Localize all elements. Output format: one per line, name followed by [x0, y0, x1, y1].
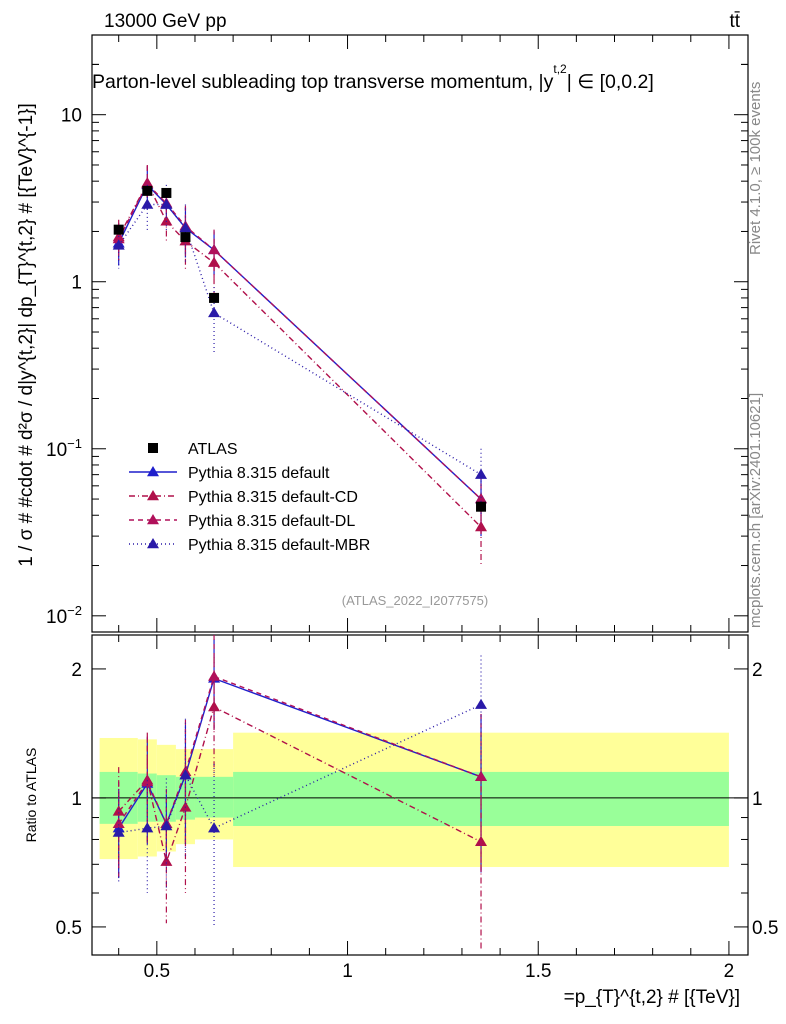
data-point-dl	[141, 177, 154, 189]
ratio-point-mbr	[160, 820, 173, 831]
main-y-tick-exponent: −1	[67, 436, 82, 451]
ratio-line-mbr	[118, 704, 482, 834]
main-y-tick-label: 10	[61, 106, 82, 127]
ratio-y-tick-label-right: 1	[752, 789, 763, 810]
x-tick-label: 1.5	[525, 961, 551, 982]
data-point-atlas	[113, 224, 124, 235]
x-tick-label: 1	[342, 961, 353, 982]
data-point-dl	[475, 493, 488, 504]
ratio-point-cd	[208, 701, 221, 712]
legend-marker-atlas	[148, 443, 158, 453]
ratio-point-mbr	[179, 769, 192, 780]
legend-marker-cd	[147, 490, 159, 501]
data-point-cd	[208, 256, 221, 267]
data-point-atlas	[142, 185, 153, 196]
analysis-label: (ATLAS_2022_I2077575)	[342, 593, 488, 608]
main-y-tick-exponent: −2	[67, 603, 82, 618]
svg-text:Parton-level subleading top tr: Parton-level subleading top transverse m…	[92, 62, 654, 93]
ratio-point-mbr	[475, 698, 488, 709]
data-point-atlas	[161, 187, 172, 198]
legend: ATLAS Pythia 8.315 default Pythia 8.315 de…	[129, 441, 370, 554]
main-frame	[91, 34, 749, 633]
rivet-label: Rivet 4.1.0, ≥ 100k events	[747, 82, 764, 255]
ratio-point-cd	[160, 855, 173, 866]
data-point-mbr	[179, 221, 192, 233]
series-line-mbr	[118, 203, 482, 476]
main-y-tick-mantissa: 1	[71, 273, 82, 294]
legend-label-atlas: ATLAS	[188, 441, 238, 458]
series-line-cd	[118, 181, 482, 528]
main-y-tick-label: 1	[71, 273, 82, 294]
series-line-default	[118, 183, 482, 500]
data-point-cd	[160, 215, 173, 226]
plot-title: Parton-level subleading top transverse m…	[92, 62, 654, 93]
data-point-mbr	[141, 198, 154, 209]
data-point-mbr	[160, 198, 173, 209]
main-y-tick-mantissa: 10	[46, 440, 67, 461]
ratio-y-tick-label-left: 0.5	[56, 918, 82, 939]
ratio-panel: 0.5 0.5 1 1 2 2 0.5 1 1.5 2	[56, 634, 778, 982]
data-point-cd	[475, 521, 488, 532]
ratio-point-dl	[208, 670, 221, 681]
x-axis-label: =p_{T}^{t,2} # [{TeV}]	[564, 987, 740, 1008]
ratio-y-tick-label-right: 2	[752, 660, 763, 681]
data-point-mbr	[112, 239, 125, 250]
data-point-atlas	[476, 501, 487, 512]
ratio-band-inner	[194, 776, 234, 818]
legend-label-default: Pythia 8.315 default	[188, 465, 330, 482]
ratio-line-dl	[118, 675, 482, 826]
legend-label-dl: Pythia 8.315 default-DL	[188, 513, 355, 530]
ratio-point-cd	[179, 801, 192, 812]
ratio-frame	[91, 634, 749, 956]
main-y-tick-mantissa: 10	[61, 106, 82, 127]
ratio-y-tick-label-right: 0.5	[752, 918, 778, 939]
ratio-point-mbr	[112, 826, 125, 837]
x-tick-label: 2	[724, 961, 735, 982]
data-point-atlas	[209, 292, 220, 303]
data-point-atlas	[180, 232, 191, 243]
mcplots-label: mcplots.cern.ch [arXiv:2401.10621]	[747, 393, 764, 628]
legend-label-mbr: Pythia 8.315 default-MBR	[188, 537, 370, 554]
main-y-tick-label: 10−2	[46, 603, 82, 628]
data-point-mbr	[475, 468, 488, 479]
plot-title-suffix: | ∈ [0,0.2]	[567, 71, 654, 93]
legend-marker-mbr	[147, 538, 159, 549]
legend-marker-default	[147, 466, 159, 477]
data-point-dl	[112, 233, 125, 244]
x-tick-label: 0.5	[144, 961, 170, 982]
energy-label: 13000 GeV pp	[104, 11, 227, 32]
series-line-dl	[118, 182, 482, 500]
plot-title-main: Parton-level subleading top transverse m…	[92, 71, 554, 93]
data-point-mbr	[208, 306, 221, 318]
legend-marker-dl	[147, 514, 159, 525]
main-y-tick-mantissa: 10	[46, 607, 67, 628]
plot-title-sup: t,2	[553, 62, 567, 76]
process-label: tt̄	[729, 11, 740, 32]
main-ylabel: 1 / σ # #cdot # d²σ / d|y^{t,2}| dp_{T}^…	[16, 103, 37, 567]
ratio-ylabel: Ratio to ATLAS	[23, 748, 39, 843]
ratio-point-mbr	[141, 822, 154, 833]
legend-label-cd: Pythia 8.315 default-CD	[188, 489, 358, 506]
ratio-y-tick-label-left: 2	[71, 660, 82, 681]
ratio-point-dl	[112, 817, 125, 829]
ratio-point-mbr	[208, 822, 221, 833]
ratio-y-tick-label-left: 1	[71, 789, 82, 810]
ratio-point-dl	[475, 770, 488, 782]
data-point-dl	[208, 243, 221, 255]
main-y-tick-label: 10−1	[46, 436, 82, 461]
